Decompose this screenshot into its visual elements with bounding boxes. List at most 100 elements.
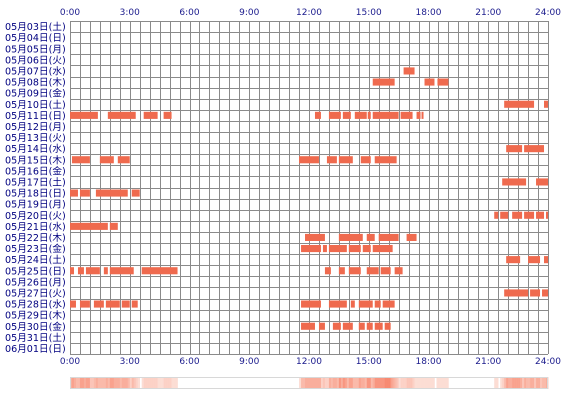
activity-bar bbox=[358, 300, 373, 308]
activity-bar bbox=[318, 322, 325, 330]
row-label: 05月28日(水) bbox=[5, 299, 66, 311]
activity-bar bbox=[494, 211, 499, 219]
row-label: 05月21日(水) bbox=[5, 221, 66, 233]
activity-bar bbox=[372, 111, 399, 119]
row-label: 05月13日(火) bbox=[5, 133, 66, 144]
density-strip-border bbox=[70, 377, 548, 389]
row-label: 05月11日(日) bbox=[5, 111, 66, 122]
density-cell bbox=[149, 377, 152, 389]
activity-bar bbox=[367, 111, 371, 119]
density-cell bbox=[107, 377, 111, 389]
density-cell bbox=[115, 377, 119, 389]
density-cell bbox=[105, 377, 109, 389]
density-cell bbox=[127, 377, 131, 389]
density-cell bbox=[131, 377, 135, 389]
density-cell bbox=[111, 377, 115, 389]
activity-bar bbox=[354, 111, 367, 119]
density-cell bbox=[540, 377, 543, 389]
density-cell bbox=[500, 377, 503, 389]
density-cell bbox=[502, 377, 505, 389]
density-cell bbox=[412, 377, 415, 389]
density-cell bbox=[137, 377, 141, 389]
density-cell bbox=[119, 377, 123, 389]
density-cell bbox=[117, 377, 121, 389]
row-label: 05月24日(土) bbox=[5, 254, 66, 266]
density-cell bbox=[346, 377, 350, 389]
activity-bar bbox=[424, 78, 435, 86]
x-tick-label-bottom: 12:00 bbox=[296, 357, 322, 367]
activity-bar bbox=[305, 233, 325, 241]
density-cell bbox=[85, 377, 89, 389]
density-cell bbox=[386, 377, 389, 389]
density-cell bbox=[332, 377, 336, 389]
x-tick-label-bottom: 21:00 bbox=[475, 357, 501, 367]
density-cell bbox=[436, 377, 439, 389]
density-cell bbox=[145, 377, 148, 389]
density-cell bbox=[338, 377, 342, 389]
row-label: 05月06日(火) bbox=[5, 55, 66, 66]
x-tick-label-top: 24:00 bbox=[535, 8, 561, 18]
x-tick-label-bottom: 24:00 bbox=[535, 357, 561, 367]
activity-bar bbox=[542, 289, 548, 297]
density-cell bbox=[528, 377, 531, 389]
density-cell bbox=[496, 377, 499, 389]
density-cell bbox=[516, 377, 519, 389]
density-cell bbox=[70, 377, 73, 389]
density-cell bbox=[358, 377, 362, 389]
density-cell bbox=[406, 377, 409, 389]
density-cell bbox=[394, 377, 397, 389]
activity-bar bbox=[362, 245, 371, 253]
activity-bar bbox=[117, 156, 130, 164]
density-cell bbox=[81, 377, 85, 389]
density-cell bbox=[157, 377, 160, 389]
activity-bar bbox=[70, 189, 78, 197]
activity-bar bbox=[403, 67, 415, 75]
activity-bar bbox=[141, 267, 178, 275]
activity-bar bbox=[105, 300, 120, 308]
x-tick-label-bottom: 9:00 bbox=[239, 357, 259, 367]
activity-bar bbox=[380, 267, 391, 275]
activity-bar bbox=[400, 111, 413, 119]
x-tick-label-top: 6:00 bbox=[179, 8, 199, 18]
density-cell bbox=[438, 377, 441, 389]
x-tick-label-bottom: 18:00 bbox=[416, 357, 442, 367]
row-label: 05月30日(金) bbox=[5, 321, 66, 333]
density-cell bbox=[316, 377, 320, 389]
density-cell bbox=[530, 377, 533, 389]
activity-bar bbox=[85, 267, 100, 275]
density-cell bbox=[360, 377, 364, 389]
density-cell bbox=[402, 377, 405, 389]
density-cell bbox=[171, 377, 174, 389]
density-cell bbox=[350, 377, 354, 389]
density-cell bbox=[420, 377, 423, 389]
density-cell bbox=[404, 377, 407, 389]
density-cell bbox=[426, 377, 429, 389]
activity-bar bbox=[360, 156, 371, 164]
density-cell bbox=[99, 377, 103, 389]
activity-bar bbox=[107, 111, 136, 119]
activity-bar bbox=[326, 156, 337, 164]
x-tick-label-top: 21:00 bbox=[475, 8, 501, 18]
row-label: 05月12日(月) bbox=[5, 122, 66, 133]
activity-bar bbox=[416, 111, 421, 119]
density-cell bbox=[103, 377, 107, 389]
density-cell bbox=[95, 377, 99, 389]
density-cell bbox=[422, 377, 425, 389]
activity-bar bbox=[77, 267, 84, 275]
activity-bar bbox=[103, 267, 108, 275]
density-cell bbox=[408, 377, 411, 389]
row-label: 05月27日(火) bbox=[5, 289, 66, 300]
density-cell bbox=[414, 377, 417, 389]
activity-bar bbox=[382, 300, 395, 308]
density-cell bbox=[299, 377, 302, 389]
density-cell bbox=[305, 377, 308, 389]
density-cell bbox=[366, 377, 370, 389]
x-tick-label-bottom: 6:00 bbox=[179, 357, 199, 367]
activity-bar bbox=[109, 222, 118, 230]
activity-bar bbox=[504, 100, 535, 108]
density-cell bbox=[151, 377, 154, 389]
density-cell bbox=[388, 377, 391, 389]
activity-bar bbox=[394, 267, 403, 275]
density-cell bbox=[322, 377, 326, 389]
